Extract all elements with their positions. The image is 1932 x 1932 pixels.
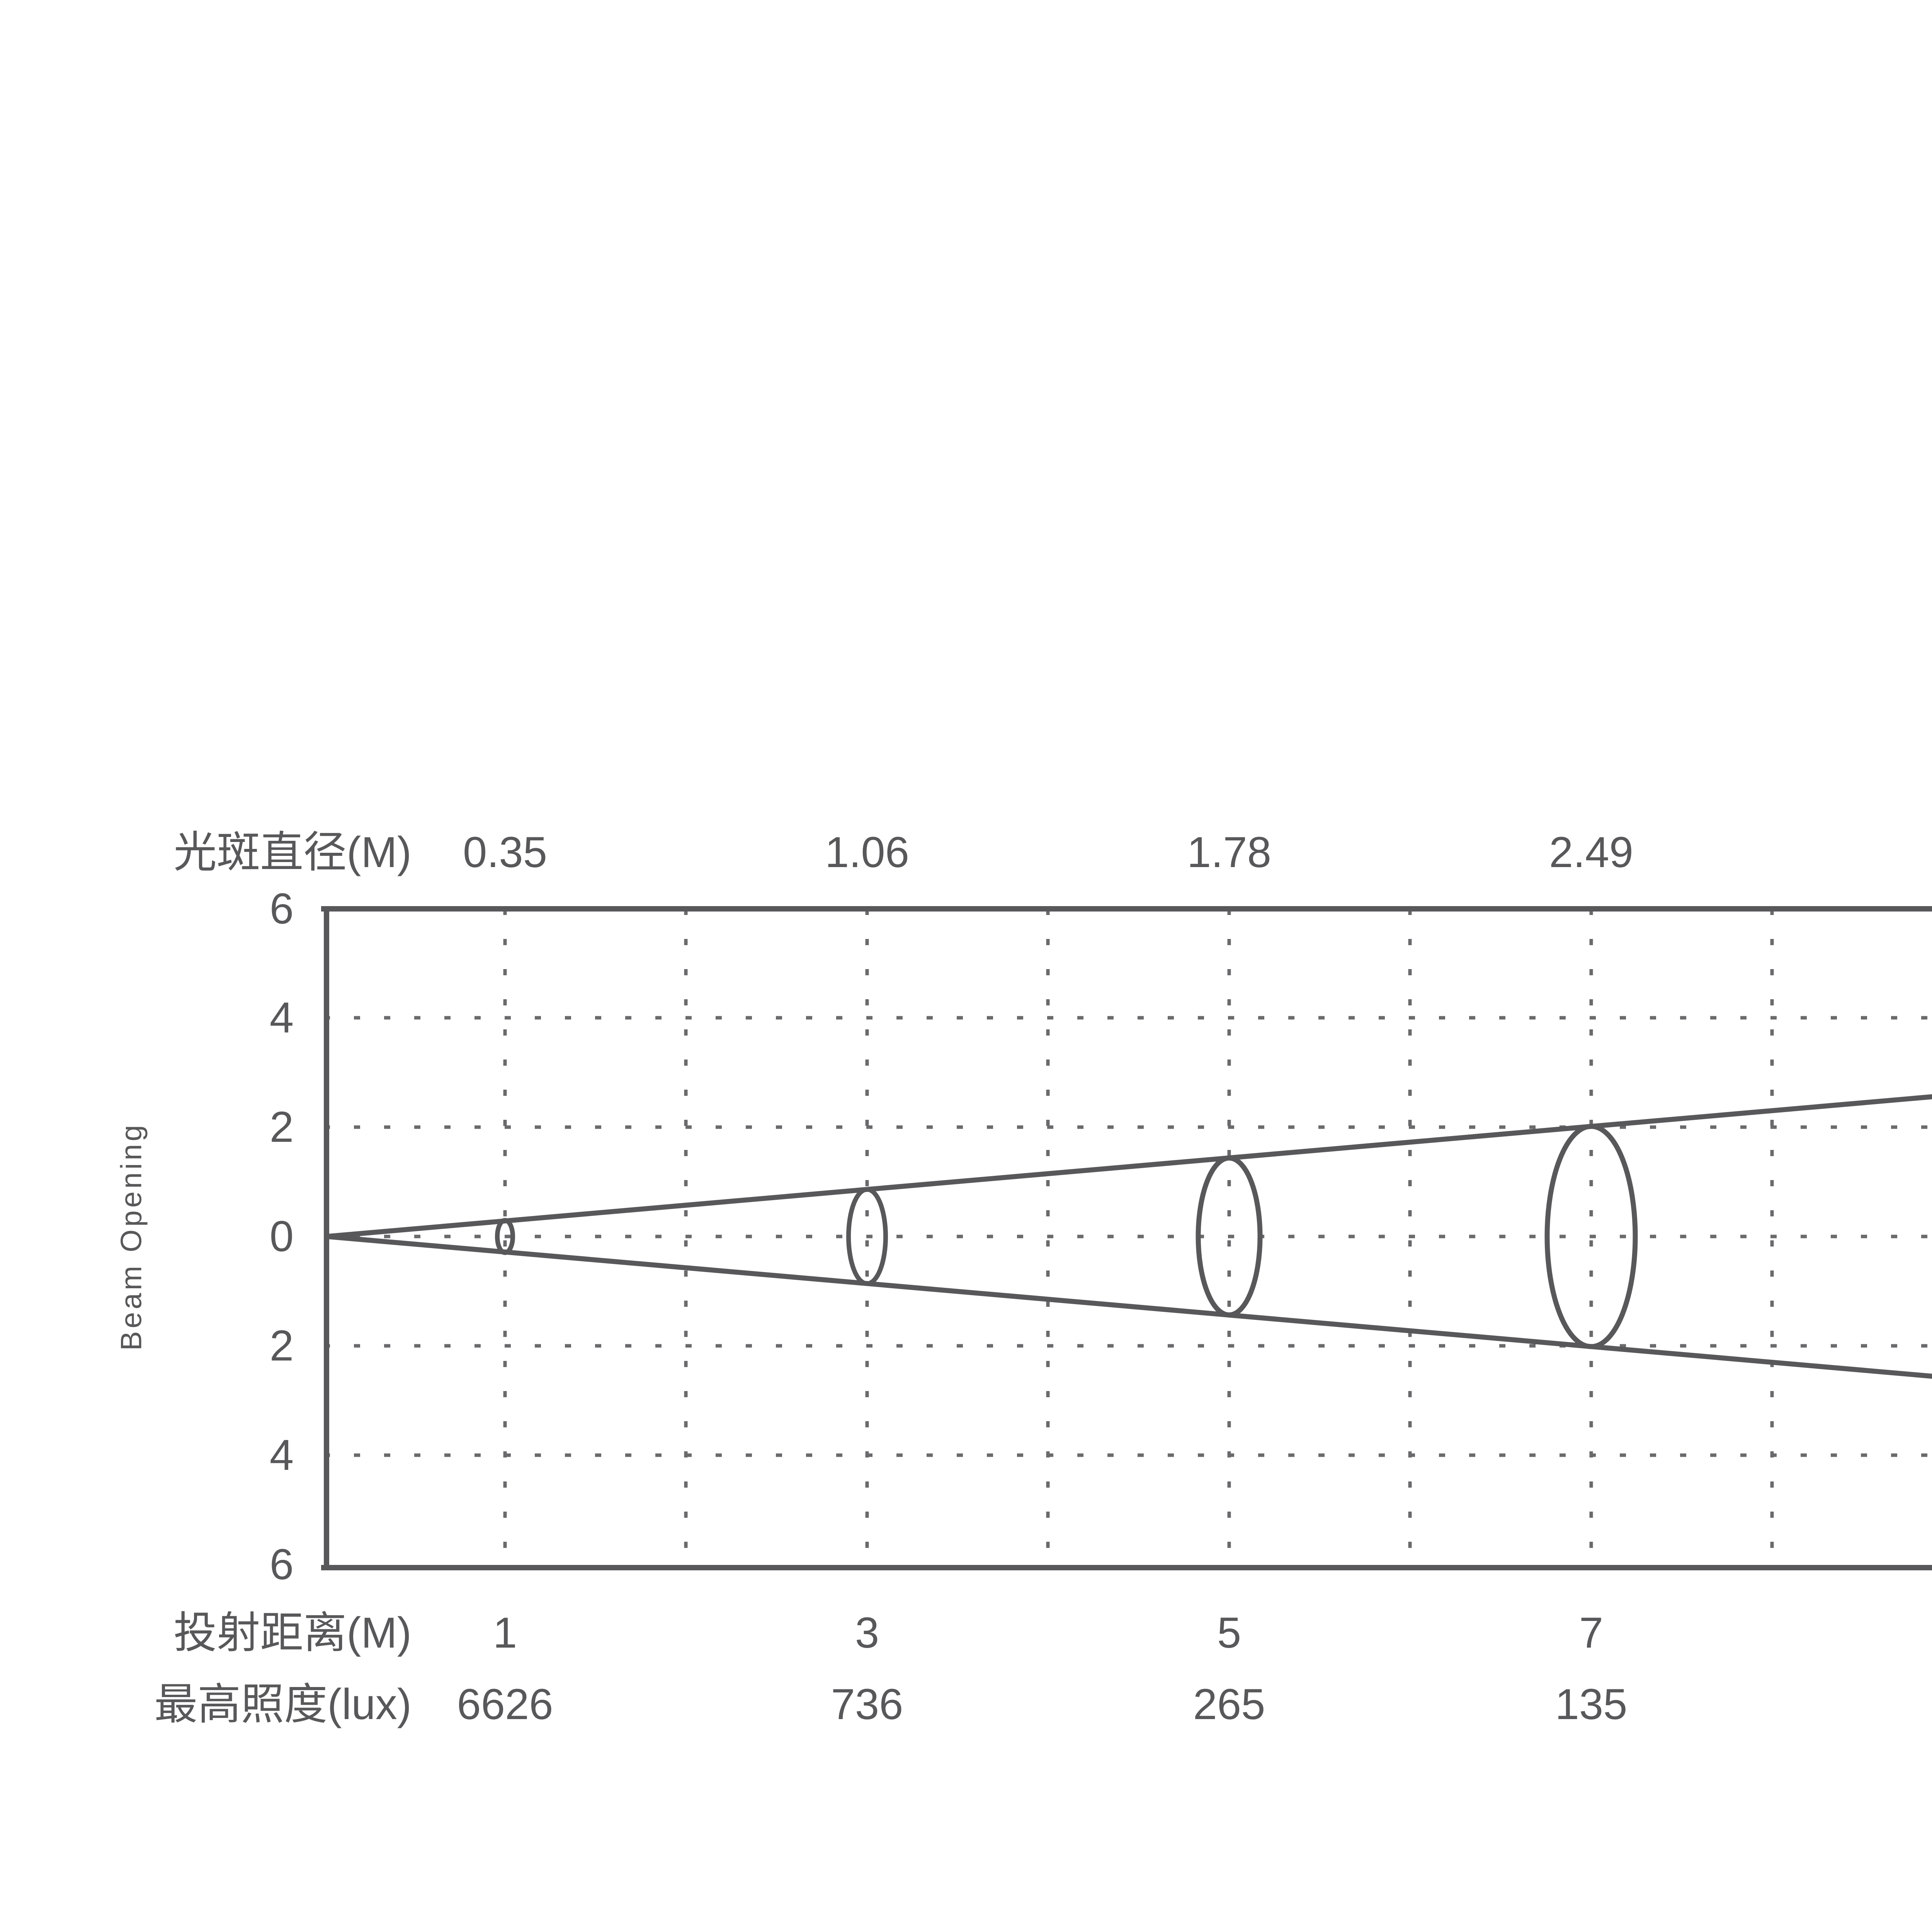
y-tick-4-upper: 4 [269,993,294,1042]
throw-distance-value-5m: 5 [1217,1609,1242,1657]
throw-distance-value-3m: 3 [855,1609,879,1657]
y-tick-2-lower: 2 [269,1321,294,1370]
spot-diameter-value-3m: 1.06 [825,828,909,876]
spot-diameter-row-label: 光斑直径(M) [173,828,412,876]
spot-ellipse-7m [1544,1124,1638,1349]
max-illuminance-value-7m: 135 [1555,1680,1628,1728]
spot-diameter-value-1m: 0.35 [463,828,547,876]
grid-horizontal [324,1016,1932,1457]
y-tick-6-lower: 6 [269,1540,294,1588]
y-tick-0: 0 [269,1212,294,1260]
spot-ellipse-5m [1196,1155,1263,1318]
spot-ellipses [495,1124,1638,1349]
spot-diameter-value-7m: 2.49 [1549,828,1633,876]
throw-distance-row-label: 投射距离(M) [173,1609,412,1657]
y-tick-4-lower: 4 [269,1431,294,1479]
throw-distance-value-1m: 1 [493,1609,517,1657]
y-tick-2-upper: 2 [269,1103,294,1151]
beam-cone [324,1094,1932,1379]
throw-distance-value-7m: 7 [1579,1609,1604,1657]
spot-diameter-value-5m: 1.78 [1187,828,1271,876]
y-axis-caption: Beam Opening [115,1122,148,1351]
spot-ellipse-1m [495,1218,515,1255]
max-illuminance-value-1m: 6626 [457,1680,553,1728]
spot-ellipse-3m [846,1187,888,1286]
max-illuminance-value-3m: 736 [831,1680,903,1728]
max-illuminance-value-5m: 265 [1193,1680,1265,1728]
y-tick-6-upper: 6 [269,884,294,933]
max-illuminance-row-label: 最高照度(lux) [154,1680,412,1728]
